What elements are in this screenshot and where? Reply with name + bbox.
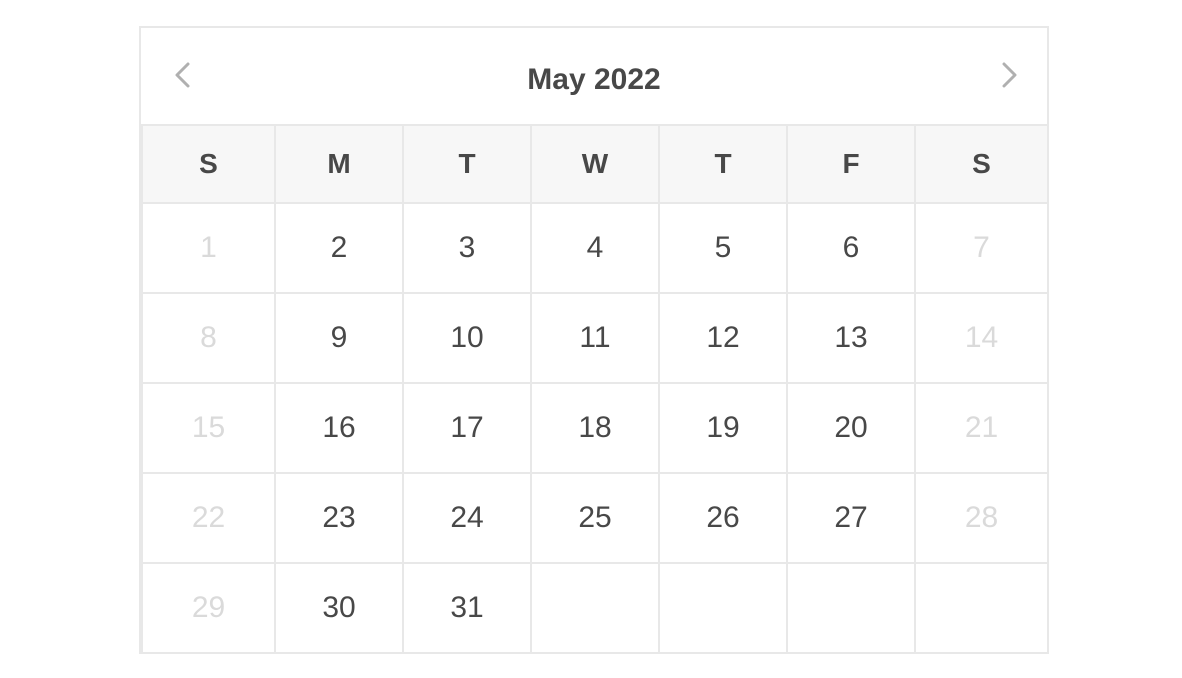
week-row: 29 30 31 bbox=[141, 562, 1049, 654]
chevron-left-icon bbox=[175, 62, 190, 88]
weekday-header-row: S M T W T F S bbox=[141, 124, 1049, 204]
day-cell[interactable]: 25 bbox=[530, 472, 660, 564]
calendar-header: May 2022 bbox=[141, 28, 1047, 125]
day-cell[interactable]: 12 bbox=[658, 292, 788, 384]
day-cell-empty bbox=[786, 562, 916, 654]
day-cell[interactable]: 18 bbox=[530, 382, 660, 474]
week-row: 22 23 24 25 26 27 28 bbox=[141, 472, 1049, 564]
day-cell-disabled: 14 bbox=[914, 292, 1049, 384]
day-cell[interactable]: 24 bbox=[402, 472, 532, 564]
next-month-button[interactable] bbox=[994, 58, 1024, 92]
day-cell[interactable]: 20 bbox=[786, 382, 916, 474]
day-cell[interactable]: 5 bbox=[658, 202, 788, 294]
week-row: 1 2 3 4 5 6 7 bbox=[141, 202, 1049, 294]
chevron-right-icon bbox=[1002, 62, 1017, 88]
day-cell[interactable]: 4 bbox=[530, 202, 660, 294]
day-cell[interactable]: 9 bbox=[274, 292, 404, 384]
calendar-grid: S M T W T F S 1 2 3 4 5 6 7 bbox=[141, 124, 1049, 654]
day-cell[interactable]: 6 bbox=[786, 202, 916, 294]
weekday-friday: F bbox=[786, 124, 916, 204]
day-cell-disabled: 15 bbox=[141, 382, 276, 474]
weekday-sunday: S bbox=[141, 124, 276, 204]
date-picker-calendar: May 2022 S M T W T F S bbox=[139, 26, 1049, 654]
weekday-monday: M bbox=[274, 124, 404, 204]
day-cell[interactable]: 11 bbox=[530, 292, 660, 384]
month-title: May 2022 bbox=[527, 63, 661, 96]
weekday-saturday: S bbox=[914, 124, 1049, 204]
day-cell-empty bbox=[658, 562, 788, 654]
day-cell-disabled: 7 bbox=[914, 202, 1049, 294]
day-cell[interactable]: 16 bbox=[274, 382, 404, 474]
day-cell[interactable]: 17 bbox=[402, 382, 532, 474]
day-cell-disabled: 28 bbox=[914, 472, 1049, 564]
day-cell-disabled: 29 bbox=[141, 562, 276, 654]
week-row: 15 16 17 18 19 20 21 bbox=[141, 382, 1049, 474]
weekday-tuesday: T bbox=[402, 124, 532, 204]
week-row: 8 9 10 11 12 13 14 bbox=[141, 292, 1049, 384]
day-cell[interactable]: 19 bbox=[658, 382, 788, 474]
day-cell[interactable]: 3 bbox=[402, 202, 532, 294]
day-cell-disabled: 8 bbox=[141, 292, 276, 384]
weekday-wednesday: W bbox=[530, 124, 660, 204]
day-cell[interactable]: 2 bbox=[274, 202, 404, 294]
day-cell[interactable]: 23 bbox=[274, 472, 404, 564]
day-cell[interactable]: 30 bbox=[274, 562, 404, 654]
day-cell-disabled: 22 bbox=[141, 472, 276, 564]
prev-month-button[interactable] bbox=[168, 58, 198, 92]
day-cell[interactable]: 31 bbox=[402, 562, 532, 654]
day-cell-empty bbox=[530, 562, 660, 654]
day-cell-disabled: 1 bbox=[141, 202, 276, 294]
day-cell[interactable]: 13 bbox=[786, 292, 916, 384]
day-cell[interactable]: 26 bbox=[658, 472, 788, 564]
day-cell[interactable]: 10 bbox=[402, 292, 532, 384]
day-cell[interactable]: 27 bbox=[786, 472, 916, 564]
weekday-thursday: T bbox=[658, 124, 788, 204]
day-cell-empty bbox=[914, 562, 1049, 654]
day-cell-disabled: 21 bbox=[914, 382, 1049, 474]
